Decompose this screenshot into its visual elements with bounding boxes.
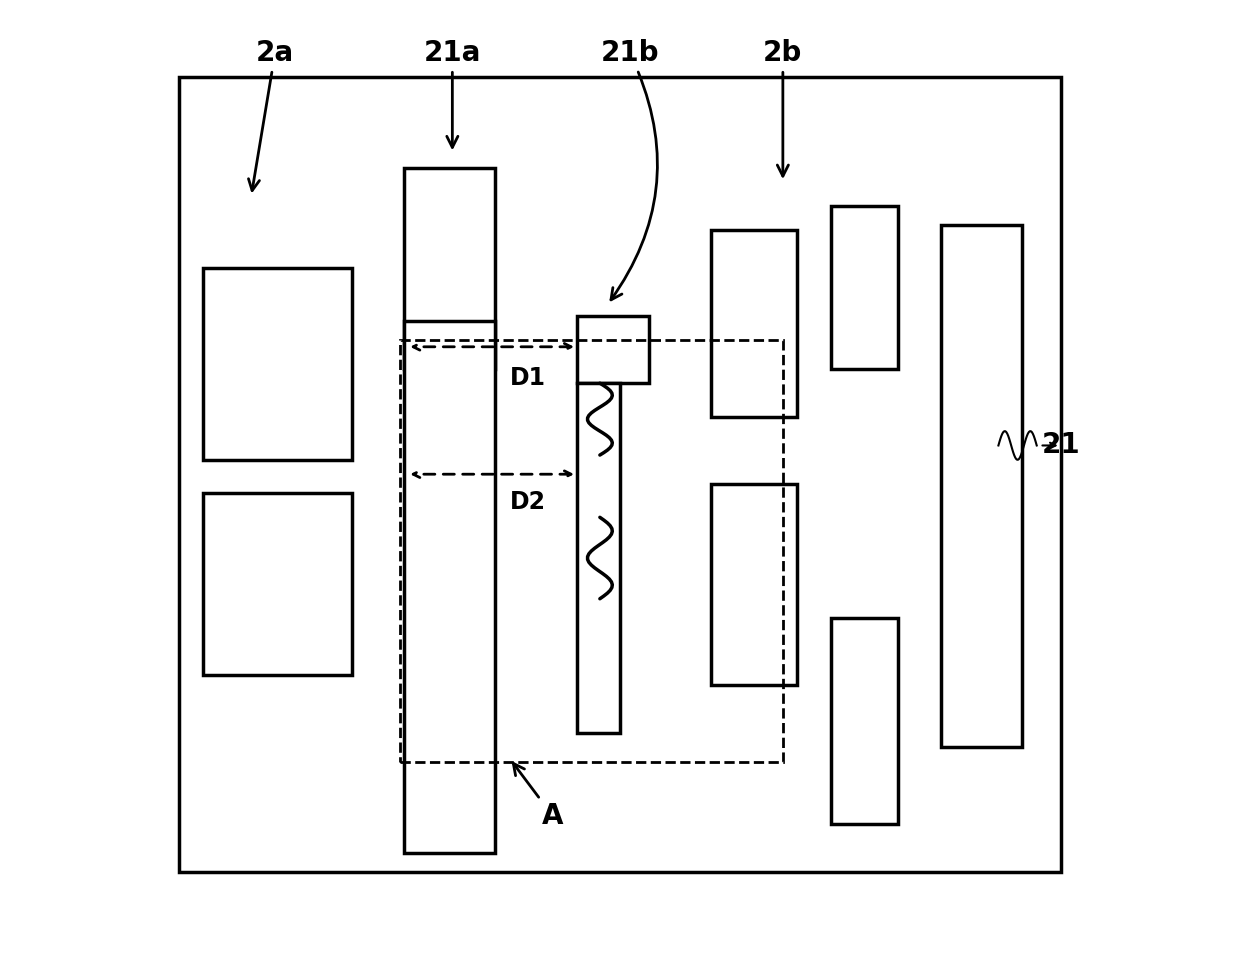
Text: D1: D1	[510, 366, 546, 390]
Bar	[399, 340, 782, 762]
Text: 21: 21	[1042, 431, 1080, 460]
Text: 2a: 2a	[248, 38, 294, 191]
Bar	[711, 230, 797, 417]
Text: A: A	[513, 764, 564, 831]
Bar	[831, 206, 898, 369]
Text: 2b: 2b	[764, 38, 802, 176]
Bar	[203, 268, 352, 460]
Bar	[831, 618, 898, 824]
Bar	[941, 225, 1022, 747]
Bar	[577, 383, 620, 733]
Bar	[203, 493, 352, 675]
Text: 21a: 21a	[424, 38, 481, 148]
Text: 21b: 21b	[600, 38, 658, 300]
Bar	[404, 168, 496, 369]
Bar	[404, 321, 496, 853]
Bar	[577, 316, 649, 383]
Bar	[711, 484, 797, 685]
Text: D2: D2	[510, 490, 546, 514]
Bar	[180, 77, 1060, 872]
